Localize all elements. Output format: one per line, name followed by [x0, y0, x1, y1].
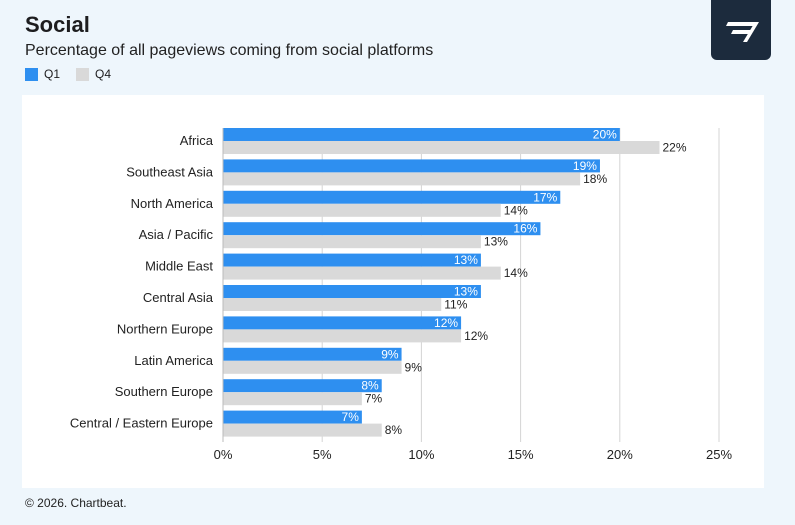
bar-q1	[223, 159, 600, 173]
category-label: Middle East	[145, 259, 213, 274]
data-label-q4: 14%	[504, 203, 528, 217]
bar-q1	[223, 222, 541, 236]
bar-q4	[223, 141, 660, 154]
category-label: Southern Europe	[115, 384, 213, 399]
legend-swatch-q4	[76, 67, 90, 81]
bar-q4	[223, 298, 442, 311]
chart-panel: Africa 20% 22% Southeast Asia 19% 18% North Am…	[22, 95, 764, 488]
data-label-q4: 14%	[504, 266, 528, 280]
category-label: Africa	[180, 133, 214, 148]
bar-q4	[223, 172, 581, 186]
bar-q4	[223, 392, 362, 406]
copyright-footer: © 2026. Chartbeat.	[25, 496, 127, 510]
bar-q1	[223, 316, 462, 330]
bar-chart: Africa 20% 22% Southeast Asia 19%18% North Am…	[70, 128, 733, 463]
data-label-q1: 7%	[342, 410, 360, 424]
bar-q4	[223, 360, 402, 374]
data-label-q1: 8%	[361, 379, 379, 393]
data-label-q1: 16%	[513, 222, 537, 236]
category-label: Central / Eastern Europe	[70, 416, 213, 431]
x-tick-label: 25%	[706, 447, 732, 462]
legend-item-q1: Q1	[25, 67, 60, 81]
bar-q4	[223, 329, 462, 343]
chart-subtitle: Percentage of all pageviews coming from …	[25, 42, 434, 59]
x-tick-label: 15%	[508, 447, 534, 462]
data-label-q1: 9%	[381, 347, 399, 361]
data-label-q4: 8%	[385, 423, 403, 437]
data-label-q1: 12%	[434, 316, 458, 330]
data-label-q1: 13%	[454, 285, 478, 299]
chartbeat-logo-icon	[711, 0, 771, 60]
legend-label-q4: Q4	[95, 67, 112, 81]
category-label: Southeast Asia	[126, 164, 213, 179]
category-label: North America	[131, 196, 214, 211]
legend-label-q1: Q1	[44, 67, 61, 81]
bar-q1	[223, 285, 481, 298]
data-label-q1: 20%	[593, 128, 617, 142]
data-label-q1: 13%	[454, 253, 478, 267]
data-label-q4: 13%	[484, 235, 508, 249]
legend: Q1 Q4	[25, 67, 127, 81]
data-label-q4: 22%	[662, 141, 686, 155]
category-label: Latin America	[134, 353, 214, 368]
category-label: Asia / Pacific	[139, 227, 214, 242]
chart-title: Social	[25, 12, 90, 37]
data-label-q1: 19%	[573, 159, 597, 173]
data-label-q1: 17%	[533, 190, 557, 204]
bar-q1	[223, 379, 382, 393]
bar-q1	[223, 347, 402, 361]
bar-q1	[223, 410, 362, 424]
x-tick-label: 5%	[313, 447, 332, 462]
bar-q4	[223, 266, 501, 280]
legend-item-q4: Q4	[76, 67, 111, 81]
bar-q4	[223, 423, 382, 437]
data-label-q4: 18%	[583, 172, 607, 186]
bar-q1	[223, 128, 620, 141]
bar-q1	[223, 253, 481, 267]
bar-q4	[223, 203, 501, 217]
data-label-q4: 12%	[464, 329, 488, 343]
x-tick-label: 0%	[214, 447, 233, 462]
data-label-q4: 7%	[365, 392, 383, 406]
bar-q1	[223, 190, 561, 204]
category-label: Northern Europe	[117, 321, 213, 336]
x-tick-label: 10%	[408, 447, 434, 462]
bar-q4	[223, 235, 481, 249]
legend-swatch-q1	[25, 67, 38, 81]
logo-glyph	[726, 22, 759, 42]
data-label-q4: 9%	[405, 360, 423, 374]
x-tick-label: 20%	[607, 447, 633, 462]
data-label-q4: 11%	[444, 298, 467, 312]
category-label: Central Asia	[143, 290, 214, 305]
